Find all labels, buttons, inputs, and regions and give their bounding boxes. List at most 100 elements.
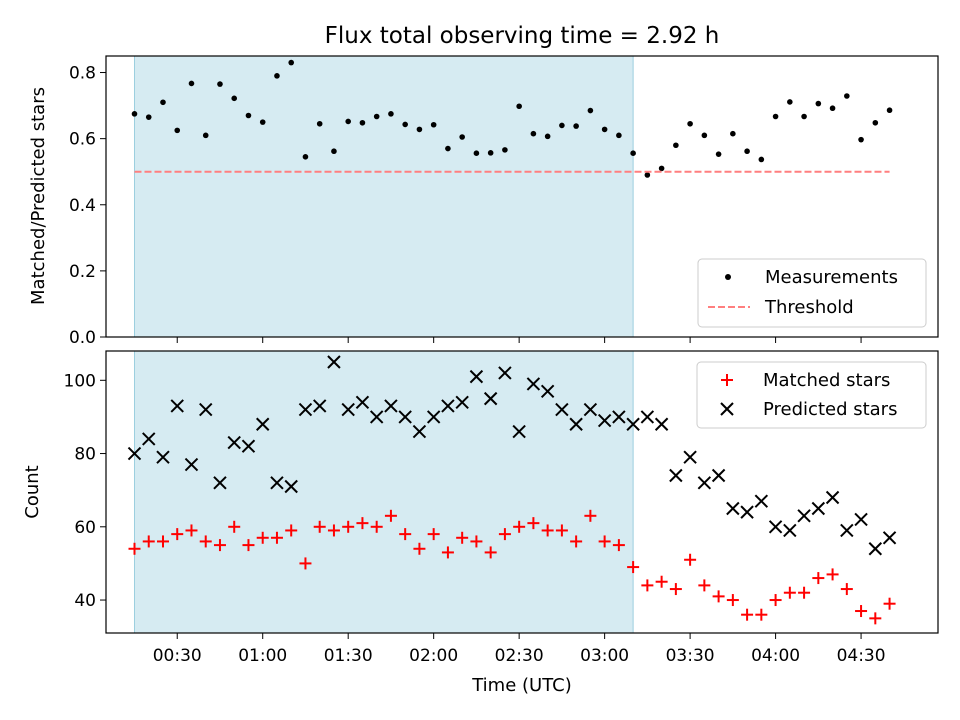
bottom-axes: 40 60 80 100 00:30 01:00 01:30 02:00 02:30 03:00 0… xyxy=(64,350,939,666)
measurement-point xyxy=(730,130,736,137)
measurement-point xyxy=(772,113,779,120)
predicted-star-point xyxy=(156,450,170,464)
matched-star-point xyxy=(384,509,397,522)
predicted-star-point xyxy=(526,377,541,391)
matched-star-point xyxy=(684,553,697,566)
chart-title: Flux total observing time = 2.92 h xyxy=(325,23,720,49)
measurement-point xyxy=(302,154,309,160)
measurement-point xyxy=(288,59,295,66)
matched-star-point xyxy=(883,597,896,610)
measurement-point xyxy=(174,127,181,134)
predicted-star-point xyxy=(640,410,655,424)
measurement-point xyxy=(231,95,238,102)
matched-star-point xyxy=(256,531,269,544)
predicted-star-point xyxy=(555,402,569,417)
bottom-y-axis-label: Count xyxy=(22,465,43,518)
matched-star-point xyxy=(427,528,440,541)
measurement-point xyxy=(844,93,850,99)
predicted-star-point xyxy=(441,399,455,413)
matched-star-point xyxy=(641,579,654,592)
measurement-point xyxy=(829,105,836,112)
measurement-point xyxy=(858,136,864,143)
measurement-point xyxy=(145,114,152,120)
matched-star-point xyxy=(741,608,754,621)
predicted-star-point xyxy=(270,476,284,490)
matched-star-point xyxy=(327,524,340,537)
matched-star-point xyxy=(584,509,597,522)
predicted-star-point xyxy=(711,468,726,483)
measurement-point xyxy=(445,145,451,152)
measurement-point xyxy=(217,81,223,87)
measurement-point xyxy=(416,126,423,133)
predicted-star-point xyxy=(213,476,227,490)
matched-star-point xyxy=(869,612,882,625)
predicted-star-point xyxy=(284,479,298,494)
predicted-star-point xyxy=(412,424,427,439)
predicted-star-point xyxy=(455,395,469,409)
legend-bottom-box xyxy=(696,361,927,429)
predicted-star-point xyxy=(142,432,156,446)
x-tick-label: 01:00 xyxy=(238,646,287,666)
matched-star-point xyxy=(242,539,255,552)
matched-star-point xyxy=(498,528,511,541)
predicted-star-point xyxy=(256,417,270,431)
matched-star-point xyxy=(669,583,682,596)
matched-star-point xyxy=(199,535,212,548)
legend-measurements-label: Measurements xyxy=(765,267,898,288)
predicted-star-point xyxy=(840,523,854,538)
predicted-star-point xyxy=(783,523,797,538)
legend-threshold-label: Threshold xyxy=(764,297,854,318)
matched-star-point xyxy=(712,590,725,603)
measurement-point xyxy=(544,133,551,140)
matched-star-point xyxy=(783,586,796,599)
measurement-point xyxy=(388,111,394,117)
top-shaded-region xyxy=(133,55,634,338)
top-axes: 0.0 0.2 0.4 0.6 0.8 xyxy=(69,55,939,348)
measurement-point xyxy=(559,122,565,129)
predicted-star-point xyxy=(754,494,769,508)
measurement-point xyxy=(872,119,879,126)
x-tick-label: 02:30 xyxy=(495,646,544,666)
predicted-star-point xyxy=(512,424,526,439)
matched-star-point xyxy=(456,531,469,544)
measurement-point xyxy=(587,107,594,114)
predicted-star-point xyxy=(369,410,384,424)
predicted-star-point xyxy=(583,402,598,417)
measurement-point xyxy=(758,156,765,163)
predicted-star-point xyxy=(199,402,213,417)
matched-star-point xyxy=(370,520,383,533)
matched-star-point xyxy=(698,579,711,592)
matched-star-point xyxy=(627,561,640,574)
measurement-point xyxy=(687,120,693,127)
matched-star-point xyxy=(342,520,355,533)
predicted-star-point xyxy=(654,417,669,431)
matched-star-point xyxy=(798,586,811,599)
measurement-point xyxy=(616,132,622,139)
matched-star-point xyxy=(484,546,497,559)
matched-star-point xyxy=(142,535,155,548)
measurement-point xyxy=(701,132,708,139)
bottom-y-tick-label: 40 xyxy=(74,591,96,611)
measurement-point xyxy=(644,172,651,178)
predicted-star-point xyxy=(740,505,754,519)
top-y-tick-label: 0.2 xyxy=(69,262,96,282)
matched-star-point xyxy=(185,524,198,537)
legend-measurements-marker xyxy=(725,274,731,280)
predicted-star-point xyxy=(811,501,826,516)
matched-star-point xyxy=(769,594,782,607)
matched-star-point xyxy=(156,535,169,548)
top-y-tick-label: 0.6 xyxy=(69,130,96,150)
x-tick-label: 00:30 xyxy=(153,646,202,666)
predicted-star-point xyxy=(469,369,484,384)
matched-star-point xyxy=(570,535,583,548)
x-tick-label: 03:00 xyxy=(580,646,629,666)
matched-star-point xyxy=(655,575,668,588)
measurement-point xyxy=(487,150,494,156)
top-y-axis-label: Matched/Predicted stars xyxy=(28,87,49,305)
measurement-point xyxy=(658,165,665,172)
matched-star-point xyxy=(171,528,184,541)
predicted-star-point xyxy=(312,399,327,413)
predicted-star-point xyxy=(683,450,697,464)
measurement-point xyxy=(787,99,793,105)
